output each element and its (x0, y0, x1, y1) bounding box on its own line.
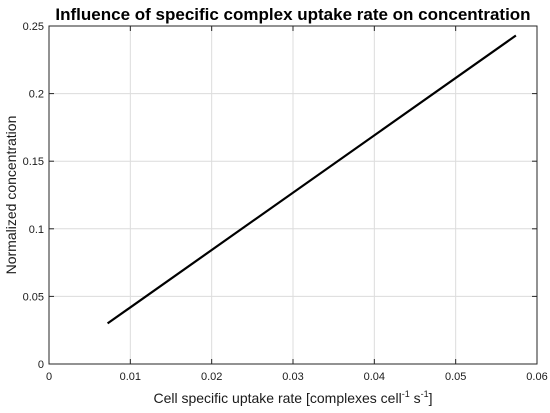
x-tick-label: 0.06 (526, 371, 547, 383)
x-tick-label: 0.05 (445, 371, 466, 383)
x-axis-label-end: ] (429, 390, 433, 406)
x-axis-label-mid: s (410, 390, 421, 406)
x-tick-label: 0.04 (364, 371, 385, 383)
y-tick-label: 0.15 (23, 156, 44, 168)
x-axis-label: Cell specific uptake rate [complexes cel… (153, 389, 432, 406)
ticks: 0 0.01 0.02 0.03 0.04 0.05 0.06 0 0.05 0.1 0.15 0.2… (23, 21, 548, 383)
x-axis-label-sup1: -1 (402, 389, 410, 399)
x-tick-label: 0.02 (201, 371, 222, 383)
x-axis-label-sup2: -1 (421, 389, 429, 399)
series-group (106, 34, 517, 325)
chart-title: Influence of specific complex uptake rat… (55, 5, 530, 24)
x-tick-label: 0.01 (120, 371, 141, 383)
series-line (106, 34, 517, 325)
y-tick-label: 0.2 (29, 89, 44, 101)
x-tick-label: 0 (46, 371, 52, 383)
x-axis-label-main: Cell specific uptake rate [complexes cel… (153, 390, 401, 406)
y-axis-label: Normalized concentration (3, 116, 19, 275)
y-tick-label: 0 (38, 359, 44, 371)
y-tick-label: 0.1 (29, 224, 44, 236)
y-tick-label: 0.25 (23, 21, 44, 33)
y-tick-label: 0.05 (23, 291, 44, 303)
grid (49, 26, 537, 364)
x-tick-label: 0.03 (282, 371, 303, 383)
